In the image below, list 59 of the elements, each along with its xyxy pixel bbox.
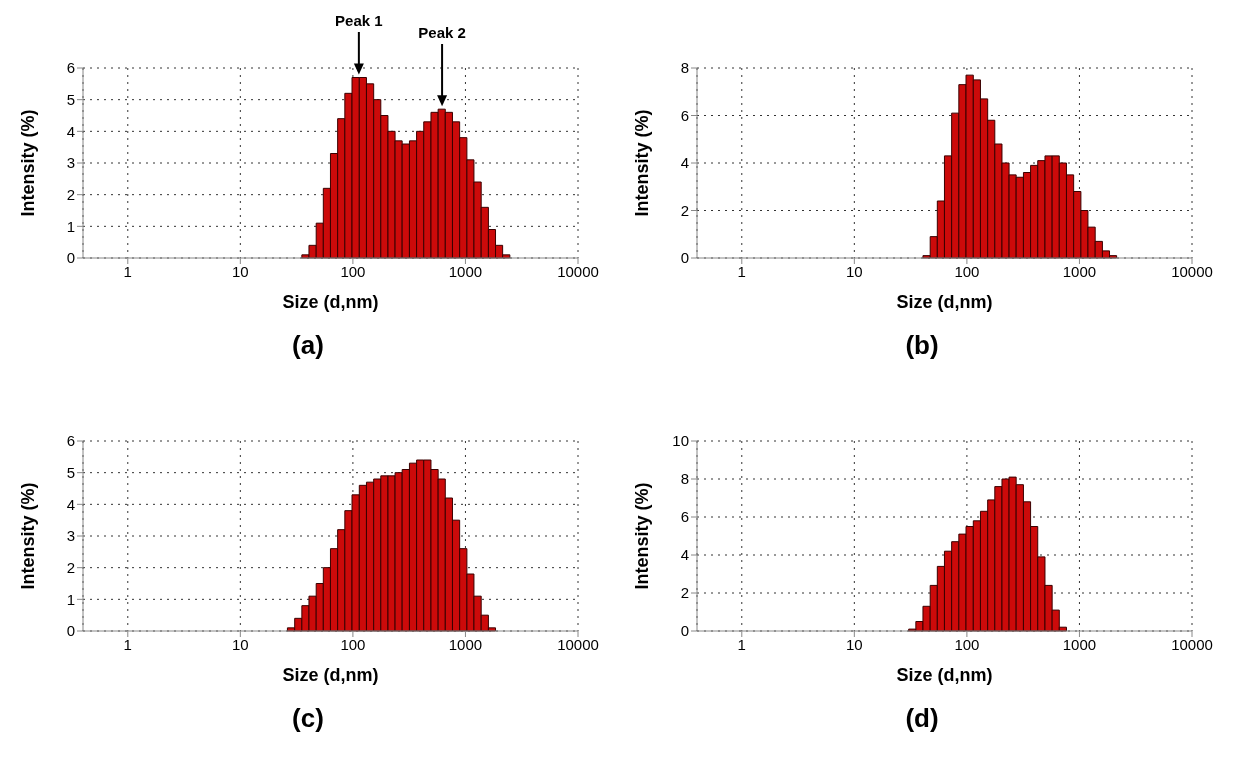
y-tick-label: 0 bbox=[66, 622, 75, 640]
x-tick-label: 100 bbox=[954, 262, 980, 280]
y-tick-label: 3 bbox=[66, 154, 75, 172]
text: (a) bbox=[291, 330, 325, 361]
text: (b) bbox=[904, 330, 940, 361]
annotation: Peak 2 bbox=[418, 24, 466, 41]
y-axis-title: Intensity (%) bbox=[632, 109, 653, 217]
y-tick-label: 2 bbox=[66, 558, 75, 576]
y-tick-label: 4 bbox=[66, 122, 75, 140]
x-tick-label: 1 bbox=[737, 635, 746, 653]
y-tick-label: 0 bbox=[66, 249, 75, 267]
x-tick-label: 1 bbox=[123, 635, 132, 653]
x-tick-label: 1 bbox=[123, 262, 132, 280]
text: (d) bbox=[904, 703, 940, 734]
y-tick-label: 10 bbox=[672, 432, 689, 450]
x-tick-label: 10000 bbox=[557, 262, 599, 280]
y-axis-title: Intensity (%) bbox=[18, 109, 39, 217]
y-tick-label: 3 bbox=[66, 527, 75, 545]
y-tick-label: 2 bbox=[680, 584, 689, 602]
x-tick-label: 100 bbox=[954, 635, 980, 653]
y-tick-label: 6 bbox=[680, 508, 689, 526]
y-tick-label: 5 bbox=[66, 463, 75, 481]
x-tick-label: 10000 bbox=[557, 635, 599, 653]
x-tick-label: 100 bbox=[340, 635, 366, 653]
x-tick-label: 1000 bbox=[448, 635, 483, 653]
y-tick-label: 8 bbox=[680, 470, 689, 488]
x-tick-label: 1000 bbox=[1062, 262, 1097, 280]
y-tick-label: 4 bbox=[680, 546, 689, 564]
y-tick-label: 2 bbox=[66, 185, 75, 203]
x-tick-label: 10000 bbox=[1171, 635, 1213, 653]
y-tick-label: 2 bbox=[680, 201, 689, 219]
x-tick-label: 10 bbox=[232, 635, 249, 653]
y-tick-label: 8 bbox=[680, 59, 689, 77]
x-tick-label: 10 bbox=[846, 262, 863, 280]
y-tick-label: 4 bbox=[66, 495, 75, 513]
x-tick-label: 10 bbox=[232, 262, 249, 280]
y-tick-label: 0 bbox=[680, 622, 689, 640]
y-tick-label: 4 bbox=[680, 154, 689, 172]
x-axis-title: Size (d,nm) bbox=[896, 292, 993, 312]
y-tick-label: 1 bbox=[66, 217, 75, 235]
x-tick-label: 1000 bbox=[1062, 635, 1097, 653]
x-axis-title: Size (d,nm) bbox=[282, 665, 379, 685]
x-tick-label: 10000 bbox=[1171, 262, 1213, 280]
y-tick-label: 6 bbox=[66, 432, 75, 450]
y-tick-label: 6 bbox=[66, 59, 75, 77]
x-tick-label: 1000 bbox=[448, 262, 483, 280]
y-tick-label: 5 bbox=[66, 90, 75, 108]
x-tick-label: 1 bbox=[737, 262, 746, 280]
y-axis-title: Intensity (%) bbox=[632, 482, 653, 590]
annotation: Peak 1 bbox=[335, 12, 383, 29]
text: (c) bbox=[291, 703, 325, 734]
y-tick-label: 6 bbox=[680, 106, 689, 124]
y-tick-label: 1 bbox=[66, 590, 75, 608]
x-axis-title: Size (d,nm) bbox=[282, 292, 379, 312]
x-axis-title: Size (d,nm) bbox=[896, 665, 993, 685]
y-tick-label: 0 bbox=[680, 249, 689, 267]
x-tick-label: 10 bbox=[846, 635, 863, 653]
y-axis-title: Intensity (%) bbox=[18, 482, 39, 590]
x-tick-label: 100 bbox=[340, 262, 366, 280]
